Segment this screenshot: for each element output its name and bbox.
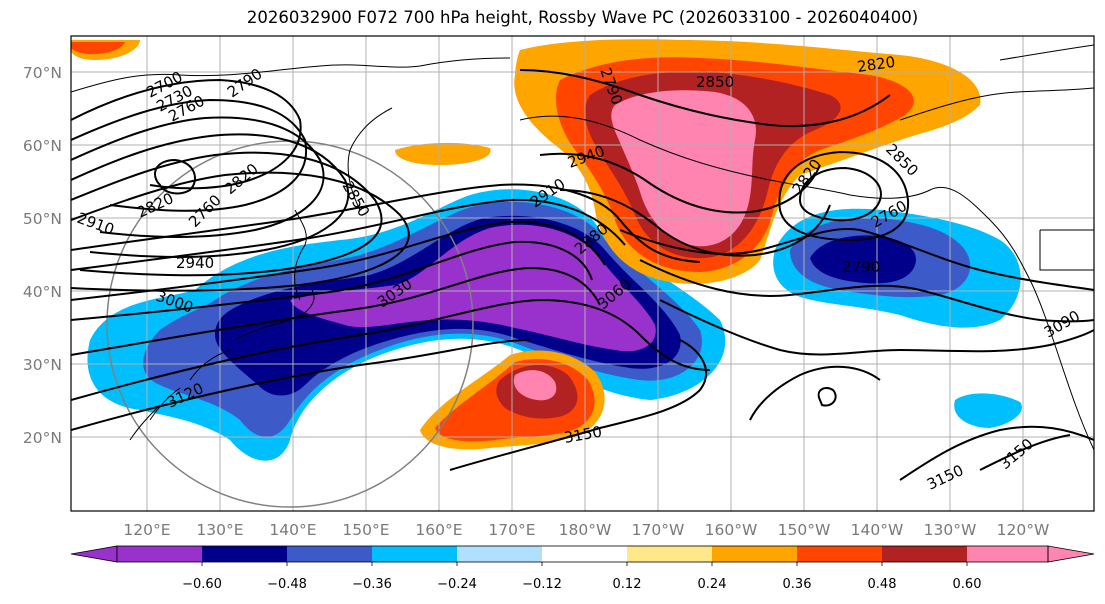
colorbar-bin: [542, 546, 627, 562]
lon-label-120e: 120°E: [123, 521, 170, 539]
lon-label-130e: 130°E: [196, 521, 243, 539]
lon-label-160e: 160°E: [415, 521, 462, 539]
height-contours: [71, 69, 1094, 481]
colorbar-tick-label: 0.60: [953, 577, 982, 592]
shade-pink-north: [611, 90, 756, 247]
lon-label-170w: 170°W: [632, 521, 685, 539]
shade-purple-west: [290, 224, 656, 352]
lat-label-40n: 40°N: [23, 283, 62, 301]
shade-navy-east: [810, 235, 916, 284]
colorbar-bin: [457, 546, 542, 562]
lat-label-30n: 30°N: [23, 356, 62, 374]
shade-sky-small: [954, 393, 1022, 428]
colorbar-tick-label: 0.36: [783, 577, 812, 592]
chart-title: 2026032900 F072 700 hPa height, Rossby W…: [246, 8, 919, 27]
colorbar-bin: [882, 546, 967, 562]
colorbar-tick-label: −0.48: [267, 577, 307, 592]
map-frame: [70, 35, 1095, 512]
colorbar-tick-label: −0.60: [182, 577, 222, 592]
colorbar-extend-high: [1047, 545, 1095, 563]
colorbar-bin: [797, 546, 882, 562]
lat-label-20n: 20°N: [23, 429, 62, 447]
colorbar-tick-label: 0.48: [868, 577, 897, 592]
colorbar-tick-label: −0.36: [352, 577, 392, 592]
contour-label: 2790: [842, 258, 880, 276]
contour-label: 2850: [696, 73, 734, 91]
colorbar: −0.60 −0.48 −0.36 −0.24 −0.12 0.12 0.24 …: [70, 545, 1095, 592]
lon-label-130w: 130°W: [924, 521, 977, 539]
shade-pink-south: [513, 370, 557, 401]
lat-label-60n: 60°N: [23, 137, 62, 155]
coastlines: [71, 44, 1094, 451]
lon-label-120w: 120°W: [997, 521, 1050, 539]
colorbar-tick-label: −0.24: [437, 577, 477, 592]
colorbar-tick-label: −0.12: [522, 577, 562, 592]
longitude-labels: 120°E 130°E 140°E 150°E 160°E 170°E 180°…: [123, 521, 1049, 539]
lon-label-140w: 140°W: [851, 521, 904, 539]
map-panel: 2700 2730 2760 2790 2820 2850 2760 2910 …: [70, 35, 1095, 512]
lon-label-150w: 150°W: [778, 521, 831, 539]
colorbar-tick-label: 0.12: [613, 577, 642, 592]
colorbar-bin: [202, 546, 287, 562]
colorbar-bin: [712, 546, 797, 562]
contour-label: 2940: [176, 254, 214, 272]
colorbar-bin: [967, 546, 1048, 562]
shade-redorange-corner: [71, 42, 125, 55]
colorbar-extend-low: [70, 545, 118, 563]
lat-label-70n: 70°N: [23, 64, 62, 82]
shading-layer: [71, 39, 1022, 461]
lat-label-50n: 50°N: [23, 210, 62, 228]
lon-label-140e: 140°E: [269, 521, 316, 539]
colorbar-bin: [627, 546, 712, 562]
lon-label-160w: 160°W: [705, 521, 758, 539]
colorbar-bin: [117, 546, 202, 562]
colorbar-bin: [287, 546, 372, 562]
shade-orange-small: [395, 142, 491, 165]
colorbar-tick-label: 0.24: [698, 577, 727, 592]
colorbar-frame: [116, 545, 1049, 563]
lon-label-150e: 150°E: [342, 521, 389, 539]
colorbar-bin: [372, 546, 457, 562]
lon-label-170e: 170°E: [488, 521, 535, 539]
latitude-labels: 70°N 60°N 50°N 40°N 30°N 20°N: [23, 64, 62, 447]
lon-label-180w: 180°W: [559, 521, 612, 539]
contour-label: 2820: [856, 53, 896, 76]
